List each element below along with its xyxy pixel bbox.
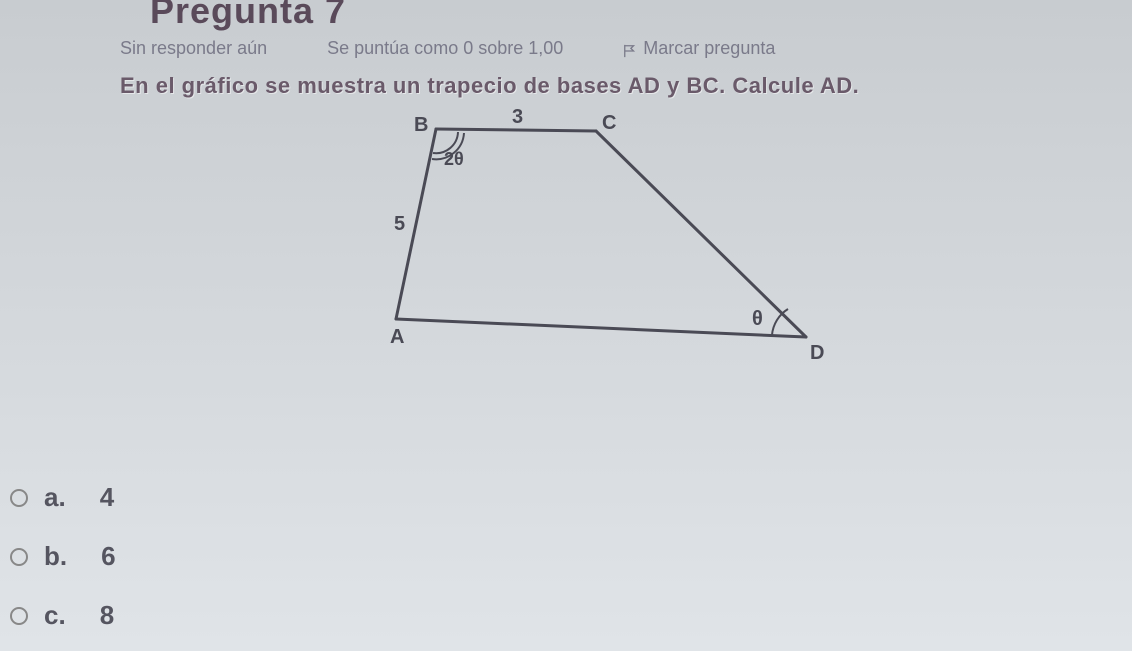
svg-text:2θ: 2θ xyxy=(444,149,464,169)
svg-text:5: 5 xyxy=(394,213,405,235)
flag-question-link[interactable]: Marcar pregunta xyxy=(623,38,775,59)
quiz-page: Pregunta 7 Sin responder aún Se puntúa c… xyxy=(0,0,1132,651)
option-a[interactable]: a. 4 xyxy=(10,482,116,513)
option-b[interactable]: b. 6 xyxy=(10,541,116,572)
option-value: 4 xyxy=(100,482,114,513)
option-letter: b. xyxy=(44,541,67,572)
option-value: 6 xyxy=(101,541,115,572)
grade-text: Se puntúa como 0 sobre 1,00 xyxy=(327,38,563,59)
radio-icon xyxy=(10,607,28,625)
svg-text:B: B xyxy=(414,114,428,136)
trapezoid-figure: B C A D 3 5 2θ θ xyxy=(286,109,846,369)
flag-label: Marcar pregunta xyxy=(643,38,775,59)
svg-text:D: D xyxy=(810,342,824,364)
option-c[interactable]: c. 8 xyxy=(10,600,116,631)
option-letter: c. xyxy=(44,600,66,631)
question-prompt: En el gráfico se muestra un trapecio de … xyxy=(120,73,1072,99)
radio-icon xyxy=(10,548,28,566)
svg-text:θ: θ xyxy=(752,308,763,330)
option-value: 8 xyxy=(100,600,114,631)
question-meta: Sin responder aún Se puntúa como 0 sobre… xyxy=(120,38,1072,59)
question-title: Pregunta 7 xyxy=(150,0,1072,32)
flag-icon xyxy=(623,42,637,56)
answer-options: a. 4 b. 6 c. 8 xyxy=(10,482,116,631)
status-text: Sin responder aún xyxy=(120,38,267,59)
figure-svg: B C A D 3 5 2θ θ xyxy=(286,109,846,369)
radio-icon xyxy=(10,489,28,507)
svg-text:3: 3 xyxy=(512,109,523,128)
option-letter: a. xyxy=(44,482,66,513)
svg-text:C: C xyxy=(602,112,616,134)
svg-text:A: A xyxy=(390,326,404,348)
